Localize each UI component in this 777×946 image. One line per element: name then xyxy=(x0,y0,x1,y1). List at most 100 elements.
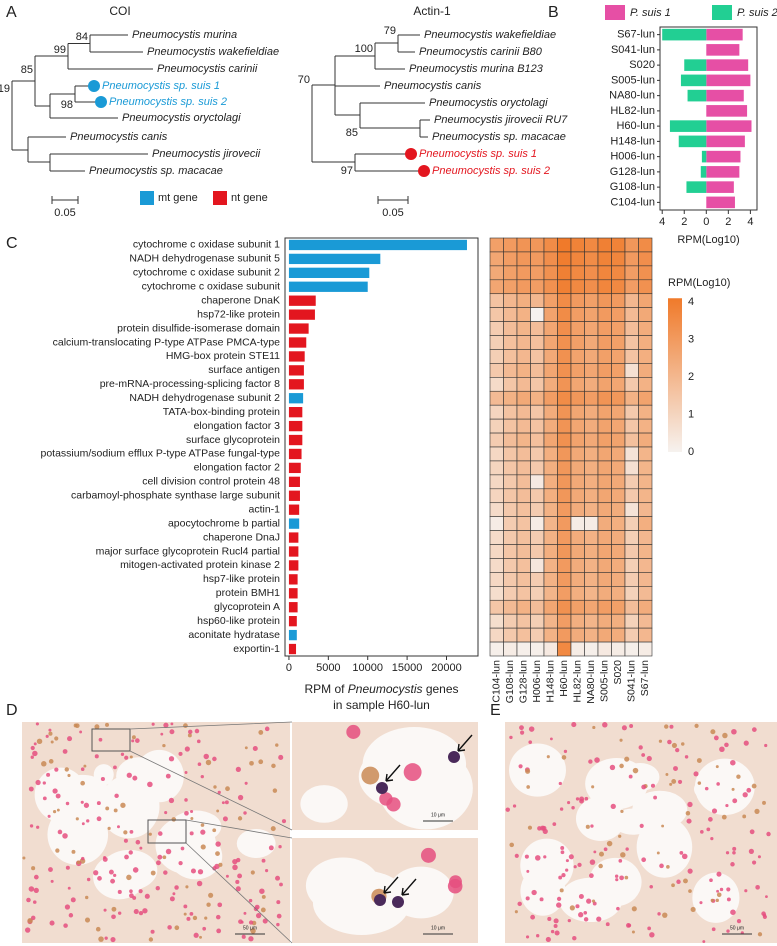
heatmap-cell xyxy=(584,641,599,657)
heatmap-cell xyxy=(530,558,545,573)
cell xyxy=(48,759,54,764)
cell xyxy=(641,857,647,863)
cell xyxy=(26,897,31,903)
cell xyxy=(148,937,154,942)
cell xyxy=(85,895,89,900)
cell xyxy=(244,781,248,785)
heatmap-cell xyxy=(557,335,572,350)
bar xyxy=(706,120,752,132)
heatmap-cell xyxy=(543,363,558,378)
x-tick-label: 4 xyxy=(659,216,665,228)
cell xyxy=(62,749,68,754)
heatmap-cell xyxy=(570,516,585,531)
cell xyxy=(164,811,168,815)
bar xyxy=(288,337,307,348)
cell xyxy=(188,729,193,735)
heatmap-cell xyxy=(638,418,653,434)
heatmap-cell xyxy=(530,530,545,545)
y-tick-label: TATA-box-binding protein xyxy=(163,406,280,418)
heatmap-cell xyxy=(597,377,612,392)
leaf-label: Pneumocystis canis xyxy=(384,80,482,92)
cell xyxy=(165,848,172,855)
heatmap-cell xyxy=(584,446,599,462)
heatmap-cell xyxy=(611,349,626,364)
bar xyxy=(706,44,740,56)
cell xyxy=(671,779,677,784)
heatmap-cell xyxy=(516,363,531,378)
heatmap-cell xyxy=(638,530,653,545)
cell xyxy=(160,732,164,736)
heatmap-cell xyxy=(516,572,531,587)
cell xyxy=(76,860,81,865)
heatmap-cell xyxy=(584,530,599,545)
x-tick-label: 20000 xyxy=(431,662,462,674)
heatmap-cell xyxy=(516,613,531,629)
cell xyxy=(70,897,76,903)
cell xyxy=(128,850,133,855)
cell xyxy=(619,738,623,742)
cell xyxy=(138,889,143,894)
cell xyxy=(190,868,196,874)
cell xyxy=(710,729,716,735)
heatmap-cell xyxy=(584,363,599,378)
cell xyxy=(638,745,643,750)
cell xyxy=(620,852,626,858)
cell xyxy=(98,737,103,742)
cell xyxy=(235,766,241,772)
cell xyxy=(178,861,183,866)
heatmap-cell xyxy=(597,544,612,559)
cell xyxy=(403,763,422,782)
cell xyxy=(588,759,593,764)
cell xyxy=(669,782,673,786)
cell xyxy=(83,764,87,768)
leaf-label: Pneumocystis canis xyxy=(70,131,168,143)
cell xyxy=(232,864,238,871)
heatmap-cell xyxy=(597,586,612,601)
heatmap-cell xyxy=(489,363,504,378)
heatmap-cell xyxy=(489,502,504,517)
cell xyxy=(184,746,190,752)
bar xyxy=(706,105,748,117)
heatmap-cell xyxy=(624,613,639,629)
cell xyxy=(42,796,47,801)
cell xyxy=(132,867,139,873)
cell xyxy=(731,787,735,791)
heatmap-cell xyxy=(570,307,585,322)
cell xyxy=(577,862,582,867)
heatmap-cell xyxy=(638,279,653,295)
cell xyxy=(80,856,85,861)
cell xyxy=(545,936,551,943)
cell xyxy=(218,862,223,867)
heatmap-cell xyxy=(489,432,504,448)
heatmap-cell xyxy=(557,363,572,378)
heatmap-cell xyxy=(543,558,558,573)
cell xyxy=(268,845,274,851)
cell xyxy=(721,814,727,820)
leaf-label: Pneumocystis wakefieldiae xyxy=(147,46,279,58)
cell xyxy=(614,874,619,878)
heatmap-cell xyxy=(503,377,518,392)
cell xyxy=(225,874,229,878)
y-tick-label: S041-lun xyxy=(611,44,655,56)
heatmap-cell xyxy=(503,390,518,406)
cell xyxy=(252,745,258,752)
tree-title: Actin-1 xyxy=(413,4,451,18)
cell xyxy=(132,775,138,781)
cell xyxy=(184,771,188,774)
cell xyxy=(183,723,188,728)
cell xyxy=(639,823,644,828)
heatmap-cell xyxy=(624,377,639,392)
cell xyxy=(653,795,658,800)
cell xyxy=(671,742,677,748)
heatmap-cell xyxy=(584,237,599,253)
cell xyxy=(148,832,152,836)
heatmap-cell xyxy=(597,613,612,629)
cell xyxy=(237,816,243,821)
cell xyxy=(687,868,693,874)
cell xyxy=(716,782,720,786)
heatmap-cell xyxy=(611,279,626,295)
airspace xyxy=(588,857,642,907)
cell xyxy=(702,940,706,943)
bar xyxy=(706,166,740,178)
